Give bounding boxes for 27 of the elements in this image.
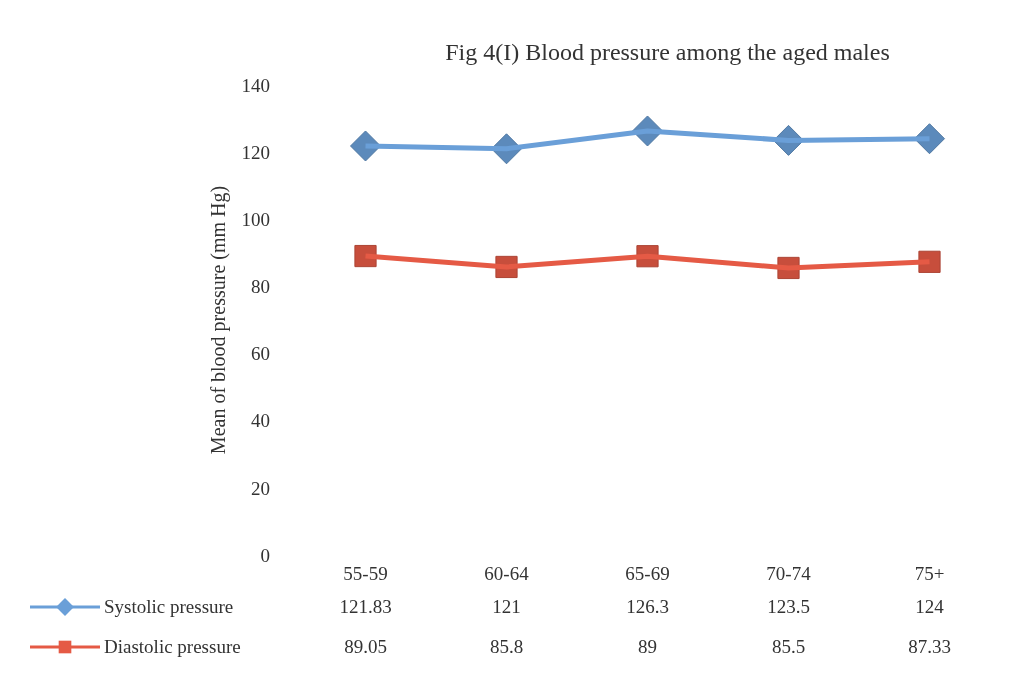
y-tick-label: 40	[251, 410, 270, 432]
y-axis-title: Mean of blood pressure (mm Hg)	[207, 185, 230, 455]
data-label: 87.33	[908, 636, 951, 657]
x-tick-label: 65-69	[625, 563, 670, 584]
y-tick-label: 20	[251, 477, 270, 499]
data-label: 85.5	[771, 636, 806, 657]
x-tick-label: 60-64	[484, 563, 530, 584]
y-tick-label: 0	[260, 544, 270, 566]
data-label: 123.5	[767, 596, 810, 617]
x-tick-label: 70-74	[766, 563, 812, 584]
x-tick-label: 55-59	[343, 563, 388, 584]
data-label: 89	[638, 636, 657, 657]
y-tick-label: 120	[241, 141, 270, 163]
data-label: 121.83	[339, 596, 392, 617]
y-tick-label: 60	[251, 343, 270, 365]
x-tick-label: 75+	[914, 563, 945, 584]
data-label: 85.8	[489, 636, 524, 657]
data-label: 126.3	[626, 596, 669, 617]
y-tick-label: 80	[251, 276, 270, 298]
legend-label: Diastolic pressure	[104, 636, 241, 657]
y-tick-label: 140	[241, 74, 270, 96]
data-label: 124	[915, 596, 945, 617]
data-label: 89.05	[344, 636, 387, 657]
data-label: 121	[492, 596, 521, 617]
y-tick-label: 100	[241, 208, 270, 230]
legend-label: Systolic pressure	[104, 596, 234, 617]
chart-title: Fig 4(I) Blood pressure among the aged males	[445, 39, 890, 65]
